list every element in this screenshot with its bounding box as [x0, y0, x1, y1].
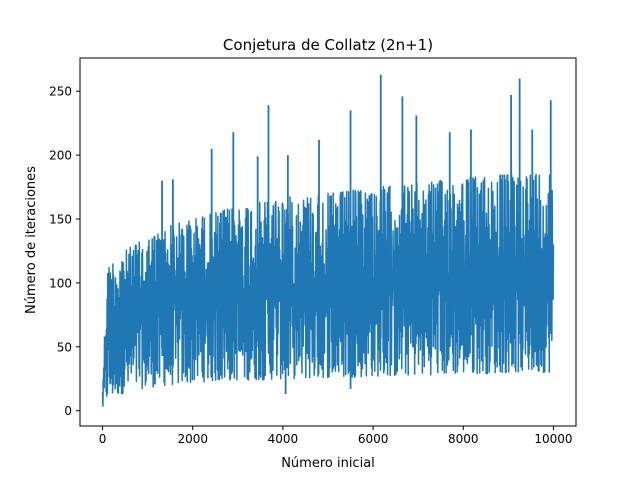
x-tick-label: 8000 [448, 432, 479, 446]
y-tick-label: 250 [49, 85, 72, 99]
series-line [101, 173, 555, 407]
y-axis-label: Número de iteraciones [24, 166, 39, 314]
x-axis-label: Número inicial [281, 456, 375, 471]
x-tick-label: 10000 [534, 432, 572, 446]
y-tick-label: 150 [49, 213, 72, 227]
x-tick-label: 2000 [177, 432, 208, 446]
axes-frame [79, 57, 577, 427]
y-tick-label: 50 [57, 340, 72, 354]
x-tick-label: 0 [99, 432, 107, 446]
chart-title: Conjetura de Collatz (2n+1) [223, 36, 433, 54]
y-tick-label: 100 [49, 276, 72, 290]
x-tick-label: 4000 [268, 432, 299, 446]
y-tick-label: 200 [49, 149, 72, 163]
y-tick-label: 0 [64, 404, 72, 418]
axes: 0 2000 4000 6000 8000 10000 0 50 100 150 200 250 [49, 57, 577, 446]
x-tick-label: 6000 [358, 432, 389, 446]
plot-lines [101, 74, 555, 407]
